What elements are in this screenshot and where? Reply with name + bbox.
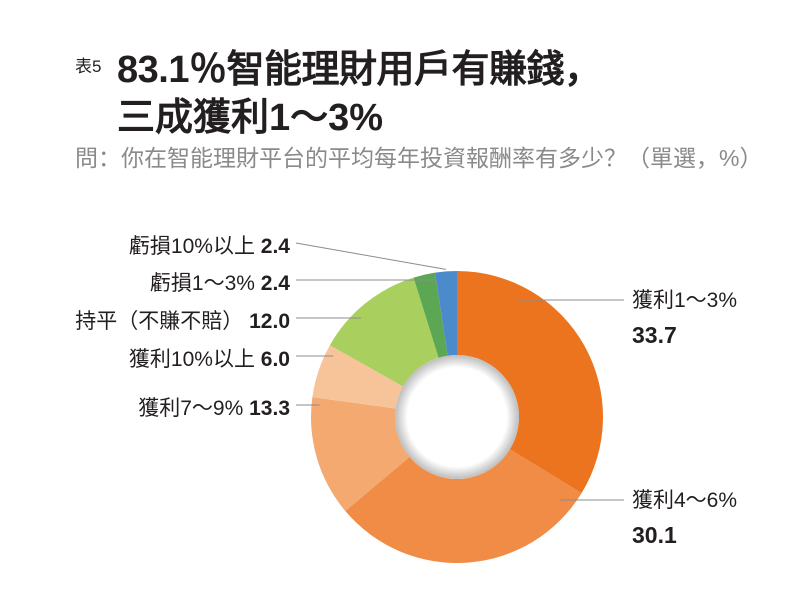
donut-slice — [435, 271, 457, 356]
donut-slice — [329, 277, 439, 387]
slice-value: 13.3 — [249, 397, 290, 420]
slice-value: 33.7 — [632, 322, 677, 348]
donut-hole — [395, 355, 519, 479]
slice-value: 2.4 — [260, 235, 290, 258]
slice-label: 獲利7～9% — [138, 397, 244, 420]
slice-value: 30.1 — [632, 522, 677, 548]
data-label: 虧損10%以上 2.4 — [129, 230, 290, 260]
data-label: 持平（不賺不賠） 12.0 — [75, 305, 290, 335]
slice-label: 獲利10%以上 — [128, 348, 255, 371]
slice-label: 虧損10%以上 — [128, 235, 255, 258]
slice-value: 6.0 — [260, 348, 290, 371]
chart-title-line2: 三成獲利1～3% — [117, 97, 384, 139]
slice-label: 持平（不賺不賠） — [75, 310, 244, 333]
slice-label: 虧損1～3% — [149, 272, 255, 295]
donut-slice — [457, 271, 603, 494]
donut-slice — [311, 397, 410, 512]
slice-label: 獲利4～6% — [632, 489, 738, 512]
slice-label: 獲利1～3% — [632, 289, 738, 312]
slice-value: 12.0 — [249, 310, 290, 333]
donut-slice — [312, 345, 404, 409]
donut-slice — [413, 272, 448, 358]
data-label: 虧損1～3% 2.4 — [150, 267, 290, 297]
donut-slice — [345, 449, 582, 563]
data-label: 獲利4～6% 30.1 — [632, 483, 737, 554]
data-label: 獲利7～9% 13.3 — [138, 392, 290, 422]
chart-title-line1: 83.1％智能理財用戶有賺錢， — [117, 49, 602, 91]
table-number: 表5 — [75, 57, 102, 76]
slice-value: 2.4 — [260, 272, 290, 295]
data-label: 獲利10%以上 6.0 — [129, 343, 290, 373]
data-label: 獲利1～3% 33.7 — [632, 283, 737, 354]
chart-subtitle: 問：你在智能理財平台的平均每年投資報酬率有多少？（單選，%） — [75, 145, 763, 171]
leader-line — [295, 242, 446, 270]
